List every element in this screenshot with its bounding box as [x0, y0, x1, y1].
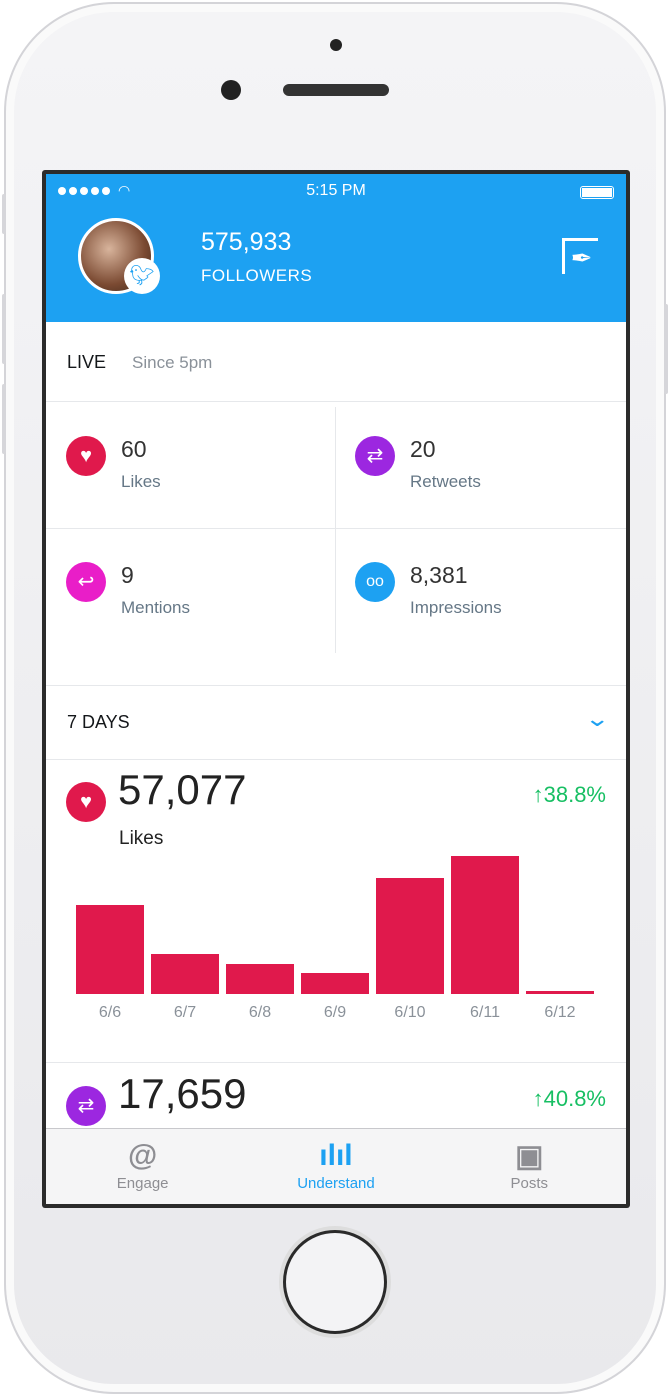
bar-6/8	[226, 964, 294, 994]
earpiece-speaker	[283, 84, 389, 96]
x-tick-label: 6/12	[544, 1004, 576, 1021]
bar-6/6	[76, 905, 144, 994]
divider	[46, 528, 626, 529]
status-bar: ◠ 5:15 PM	[46, 182, 626, 202]
followers-count: 575,933	[201, 228, 292, 256]
stat-impressions[interactable]: oo 8,381 Impressions	[335, 528, 625, 652]
period-label: 7 DAYS	[67, 712, 130, 732]
metric-label: Likes	[119, 828, 164, 849]
power-button	[664, 304, 668, 394]
volume-down-button	[2, 384, 6, 454]
profile-header: ◠ 5:15 PM 🐦︎ 575,933 FOLLOWERS ✒	[46, 174, 626, 322]
wifi-icon: ◠	[118, 182, 131, 198]
x-tick-label: 6/10	[394, 1004, 426, 1021]
bar-6/9	[301, 973, 369, 994]
tab-engage[interactable]: @ Engage	[46, 1129, 239, 1204]
at-icon: @	[128, 1139, 158, 1172]
likes-bar-chart: 6/6 6/7 6/8 6/9 6/10 6/11 6/12	[76, 856, 596, 1021]
retweet-icon: ⇄	[355, 436, 395, 476]
chevron-down-icon[interactable]: ⌄	[583, 706, 610, 731]
status-time: 5:15 PM	[306, 182, 366, 199]
stat-value: 20	[410, 436, 436, 462]
live-since: Since 5pm	[132, 353, 213, 372]
bar-6/10	[376, 878, 444, 994]
reply-icon: ↩	[66, 562, 106, 602]
video-posts-icon: ▣	[515, 1140, 544, 1173]
x-tick-label: 6/7	[173, 1004, 197, 1021]
stat-label: Likes	[121, 472, 161, 491]
heart-icon: ♥	[66, 782, 106, 822]
stat-value: 8,381	[410, 562, 468, 588]
screen: ◠ 5:15 PM 🐦︎ 575,933 FOLLOWERS ✒ LIVE Si…	[42, 170, 630, 1208]
signal-dots-icon	[58, 187, 110, 195]
heart-icon: ♥	[66, 436, 106, 476]
likes-metric: ♥ 57,077 Likes ↑38.8%	[46, 760, 626, 1060]
stat-value: 60	[121, 436, 147, 462]
volume-up-button	[2, 294, 6, 364]
followers-label: FOLLOWERS	[201, 266, 313, 285]
divider	[335, 407, 336, 653]
x-tick-label: 6/11	[470, 1004, 500, 1021]
twitter-bird-icon: 🐦︎	[124, 258, 160, 294]
stat-label: Impressions	[410, 598, 502, 617]
x-tick-label: 6/6	[98, 1004, 122, 1021]
x-tick-label: 6/9	[323, 1004, 347, 1021]
period-selector[interactable]: 7 DAYS ⌄	[46, 686, 626, 760]
bar-6/12	[526, 991, 594, 994]
tab-label: Understand	[297, 1175, 375, 1192]
metric-change-value: 38.8%	[543, 782, 606, 807]
x-tick-label: 6/8	[248, 1004, 272, 1021]
metric-change: ↑38.8%	[533, 782, 606, 808]
stat-retweets[interactable]: ⇄ 20 Retweets	[335, 402, 625, 526]
tab-understand[interactable]: ılıl Understand	[239, 1129, 432, 1204]
compose-quill-icon[interactable]: ✒	[562, 238, 598, 274]
stat-value: 9	[121, 562, 134, 588]
arrow-up-icon: ↑	[532, 1086, 544, 1111]
front-camera	[221, 80, 241, 100]
live-stats-grid: ♥ 60 Likes ⇄ 20 Retweets ↩ 9 Mentions oo…	[46, 402, 626, 686]
live-section-header: LIVE Since 5pm	[46, 322, 626, 402]
tab-posts[interactable]: ▣ Posts	[433, 1129, 626, 1204]
tab-label: Posts	[510, 1175, 549, 1192]
divider	[46, 1062, 626, 1063]
metric-change-value: 40.8%	[543, 1086, 606, 1111]
stat-label: Mentions	[121, 598, 190, 617]
bar-6/7	[151, 954, 219, 994]
metric-value: 17,659	[118, 1070, 247, 1117]
tab-bar: @ Engage ılıl Understand ▣ Posts	[46, 1128, 626, 1204]
metric-value: 57,077	[118, 766, 247, 813]
retweet-icon: ⇄	[66, 1086, 106, 1126]
arrow-up-icon: ↑	[532, 782, 544, 807]
live-title: LIVE	[67, 352, 107, 372]
metric-change: ↑40.8%	[533, 1086, 606, 1112]
tab-label: Engage	[116, 1175, 169, 1192]
stat-mentions[interactable]: ↩ 9 Mentions	[46, 528, 336, 652]
glasses-icon: oo	[355, 562, 395, 602]
home-button[interactable]	[283, 1230, 387, 1334]
proximity-sensor	[330, 39, 342, 51]
stat-likes[interactable]: ♥ 60 Likes	[46, 402, 336, 526]
retweets-metric: ⇄ 17,659 ↑40.8%	[46, 1064, 626, 1144]
bar-6/11	[451, 856, 519, 994]
mute-switch	[2, 194, 6, 234]
bar-chart-icon: ılıl	[319, 1139, 353, 1172]
battery-icon	[580, 186, 614, 199]
stat-label: Retweets	[410, 472, 481, 491]
